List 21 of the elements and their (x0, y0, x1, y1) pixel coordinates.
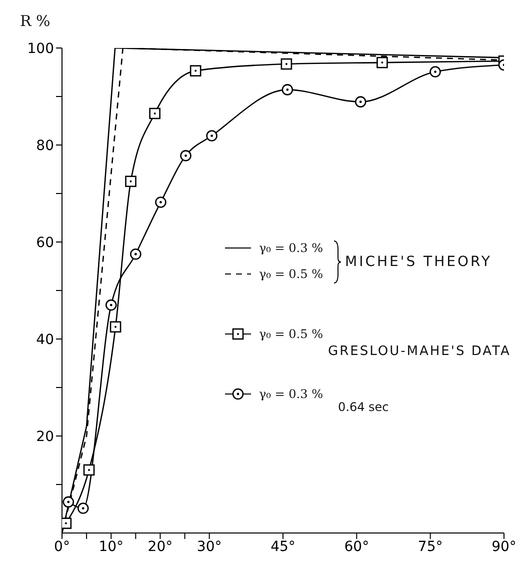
annotation: GRESLOU-MAHE'S DATA (328, 344, 511, 359)
x-tick-label: 0° (54, 538, 70, 555)
y-tick-label: 40 (36, 332, 54, 348)
x-tick-label: 90° (492, 538, 516, 555)
x-tick-label: 60° (344, 538, 370, 555)
x-tick-label: 10° (98, 538, 124, 555)
x-tick-label: 75° (418, 538, 443, 555)
y-tick-label: 20 (36, 428, 54, 445)
y-tick-label: 80 (36, 138, 54, 154)
legend-label: γ₀ = 0.3 % (259, 387, 323, 401)
y-tick-label: 60 (36, 234, 54, 251)
annotation: MICHE'S THEORY (345, 254, 492, 270)
legend-label: γ₀ = 0.5 % (259, 327, 323, 341)
annotation: 0.64 sec (338, 400, 389, 414)
y-axis-title: R % (20, 12, 50, 30)
x-tick-label: 30° (196, 538, 222, 555)
legend-label: γ₀ = 0.3 % (259, 241, 323, 255)
y-tick-label: 100 (27, 40, 54, 57)
x-tick-label: 20° (148, 538, 173, 555)
x-tick-label: 45° (270, 538, 296, 555)
legend-label: γ₀ = 0.5 % (259, 267, 323, 281)
